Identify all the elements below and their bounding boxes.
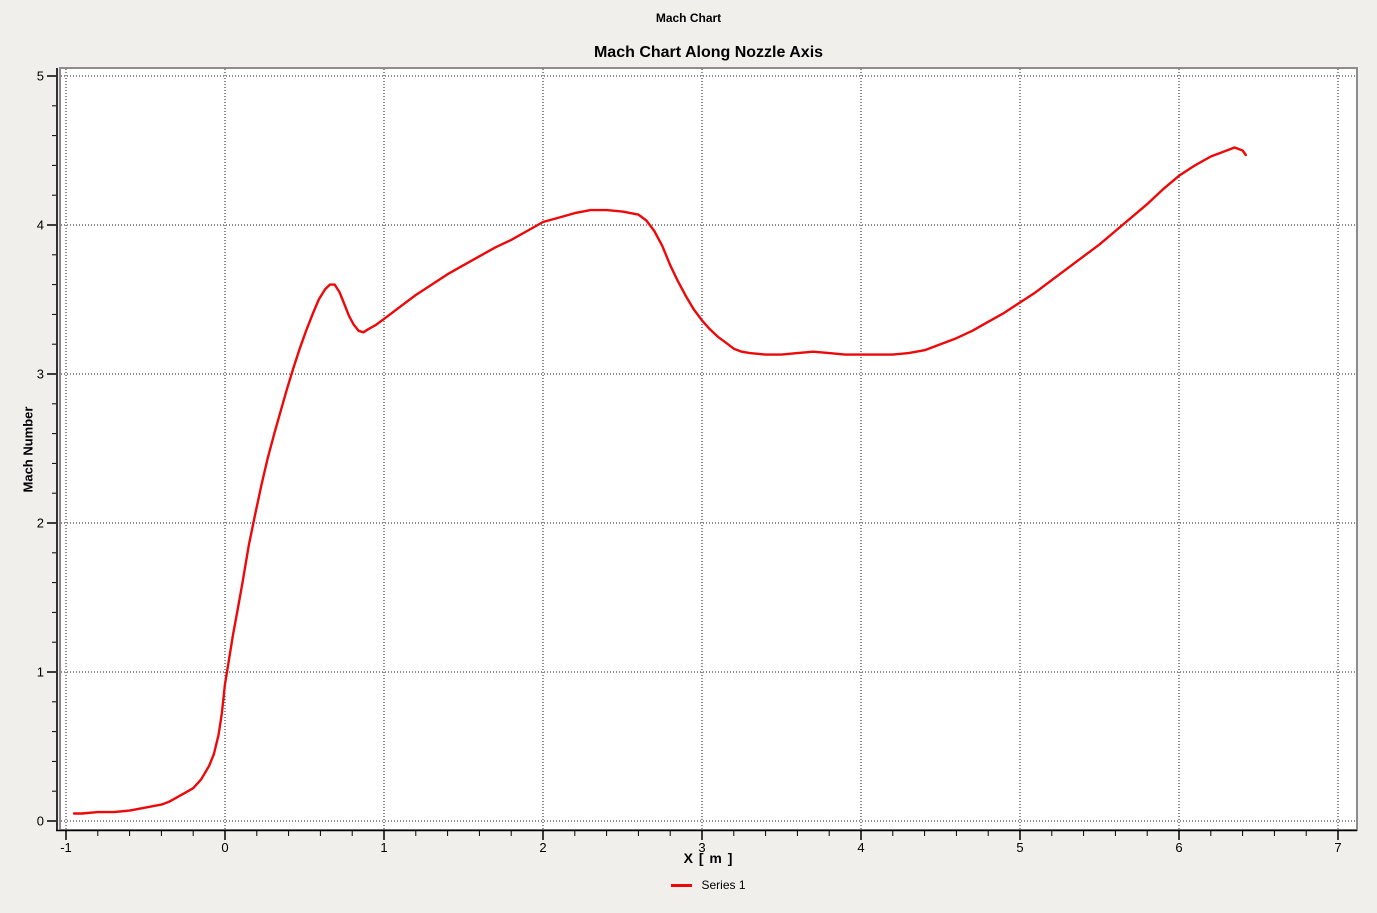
svg-text:4: 4: [37, 218, 44, 233]
svg-text:-1: -1: [60, 840, 72, 855]
svg-text:3: 3: [37, 367, 44, 382]
y-axis-label: Mach Number: [20, 406, 36, 493]
svg-text:2: 2: [37, 516, 44, 531]
svg-text:0: 0: [37, 814, 44, 829]
svg-text:7: 7: [1334, 840, 1341, 855]
svg-text:5: 5: [1016, 840, 1023, 855]
svg-text:1: 1: [380, 840, 387, 855]
svg-text:1: 1: [37, 665, 44, 680]
legend-swatch: [671, 883, 693, 887]
chart-title: Mach Chart Along Nozzle Axis: [593, 44, 824, 61]
svg-text:3: 3: [698, 840, 705, 855]
window-title: Mach Chart: [655, 11, 722, 25]
x-axis-label: X [ m ]: [683, 850, 734, 866]
legend-label: Series 1: [701, 878, 746, 892]
svg-text:6: 6: [1175, 840, 1182, 855]
svg-text:0: 0: [221, 840, 228, 855]
svg-text:5: 5: [37, 69, 44, 84]
legend: Series 1: [60, 878, 1357, 892]
svg-text:2: 2: [539, 840, 546, 855]
svg-text:4: 4: [857, 840, 864, 855]
